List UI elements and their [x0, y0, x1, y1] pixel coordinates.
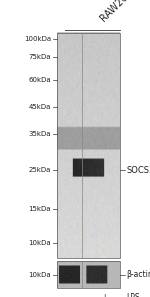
Text: 60kDa: 60kDa — [28, 77, 51, 83]
Text: RAW264.7: RAW264.7 — [98, 0, 140, 24]
Text: -: - — [71, 293, 74, 297]
Bar — [57, 261, 120, 288]
Text: LPS: LPS — [126, 293, 140, 297]
Text: β-actin: β-actin — [126, 270, 150, 279]
Bar — [57, 33, 120, 258]
Text: SOCS3: SOCS3 — [126, 166, 150, 175]
Text: 15kDa: 15kDa — [28, 206, 51, 212]
Text: 35kDa: 35kDa — [28, 131, 51, 137]
Text: 45kDa: 45kDa — [29, 104, 51, 110]
Text: 10kDa: 10kDa — [28, 240, 51, 246]
Text: 25kDa: 25kDa — [29, 167, 51, 173]
Text: 10kDa: 10kDa — [28, 272, 51, 278]
Text: 100kDa: 100kDa — [24, 37, 51, 42]
Text: +: + — [101, 293, 107, 297]
Text: 75kDa: 75kDa — [28, 54, 51, 61]
